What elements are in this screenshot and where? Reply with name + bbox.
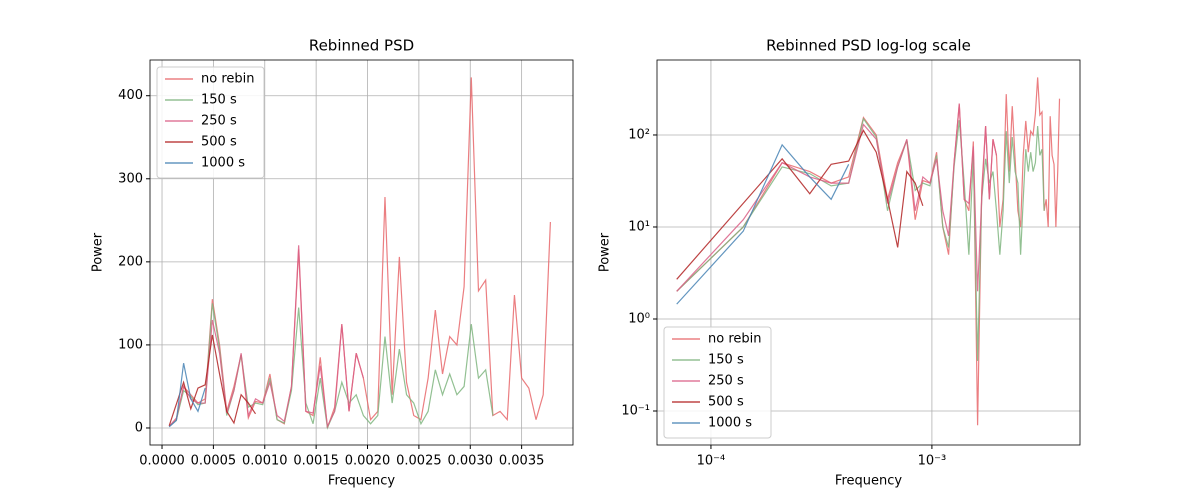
chart-title: Rebinned PSD bbox=[309, 37, 414, 55]
x-tick-label: 10⁻³ bbox=[918, 454, 947, 469]
y-axis-label: Power bbox=[91, 232, 106, 272]
x-tick-label: 0.0010 bbox=[242, 454, 288, 469]
x-tick-label: 0.0000 bbox=[139, 454, 185, 469]
x-tick-label: 0.0030 bbox=[448, 454, 494, 469]
x-tick-label: 0.0015 bbox=[293, 454, 339, 469]
y-tick-label: 10¹ bbox=[628, 219, 650, 234]
legend-label: 1000 s bbox=[708, 416, 752, 431]
x-tick-label: 0.0035 bbox=[499, 454, 545, 469]
y-axis-label: Power bbox=[598, 232, 613, 272]
legend: no rebin 150 s 250 s 500 s 1000 s bbox=[156, 66, 265, 179]
legend-label: 250 s bbox=[708, 374, 744, 389]
x-axis-label: Frequency bbox=[328, 474, 395, 489]
legend-label: no rebin bbox=[708, 332, 762, 347]
legend: no rebin 150 s 250 s 500 s 1000 s bbox=[663, 326, 772, 439]
axes-frame bbox=[149, 59, 574, 446]
panel: 0.0000 0.0005 0.0010 0.0015 0.0020 0.0025 0.00… bbox=[91, 37, 574, 489]
x-axis-label: Frequency bbox=[835, 474, 902, 489]
legend-label: 1000 s bbox=[201, 156, 245, 171]
series-line bbox=[676, 117, 1045, 361]
series-line bbox=[168, 245, 364, 429]
legend-box bbox=[663, 326, 772, 439]
series-line bbox=[676, 143, 850, 305]
x-tick-label: 0.0020 bbox=[345, 454, 391, 469]
legend-label: 150 s bbox=[201, 93, 237, 108]
legend-label: no rebin bbox=[201, 72, 255, 87]
y-tick-label: 10⁻¹ bbox=[621, 403, 650, 418]
y-tick-label: 10⁰ bbox=[628, 311, 650, 326]
x-tick-label: 0.0025 bbox=[396, 454, 442, 469]
y-tick-label: 100 bbox=[118, 337, 143, 352]
y-tick-label: 10² bbox=[628, 127, 650, 142]
axes-frame bbox=[656, 59, 1081, 446]
legend-box bbox=[156, 66, 265, 179]
y-tick-label: 200 bbox=[118, 254, 143, 269]
series-line bbox=[168, 363, 206, 428]
series-line bbox=[676, 103, 998, 292]
x-tick-label: 10⁻⁴ bbox=[697, 454, 726, 469]
y-tick-label: 400 bbox=[118, 88, 143, 103]
chart-title: Rebinned PSD log-log scale bbox=[766, 37, 971, 55]
y-tick-label: 0 bbox=[135, 420, 143, 435]
legend-label: 500 s bbox=[201, 135, 237, 150]
legend-label: 250 s bbox=[201, 114, 237, 129]
x-tick-label: 0.0005 bbox=[191, 454, 237, 469]
legend-label: 500 s bbox=[708, 395, 744, 410]
panel: 10⁻⁴ 10⁻³ 10⁻¹ 10⁰ 10¹ 10² Rebinned PSD log-lo… bbox=[598, 37, 1081, 489]
series-line bbox=[168, 334, 257, 426]
series-line bbox=[676, 129, 924, 280]
legend-label: 150 s bbox=[708, 353, 744, 368]
y-tick-label: 300 bbox=[118, 171, 143, 186]
